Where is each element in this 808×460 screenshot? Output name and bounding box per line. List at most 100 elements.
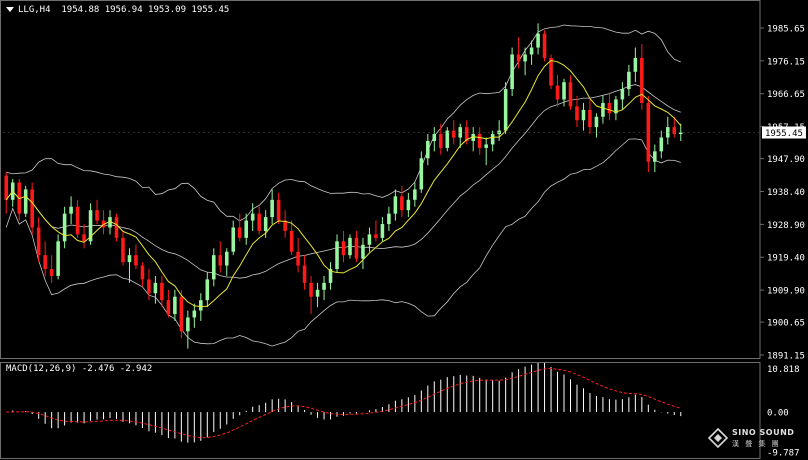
candle: [374, 220, 378, 242]
candle-body: [549, 57, 553, 86]
candle-body: [127, 255, 132, 263]
candle: [205, 272, 210, 308]
chart-frame: [0, 0, 761, 459]
candle: [153, 275, 158, 304]
macd-signal-line: [6, 367, 681, 439]
candle: [536, 23, 540, 55]
candle-body: [666, 127, 670, 138]
candle-body: [283, 220, 287, 231]
candle: [348, 234, 352, 259]
candle-body: [510, 54, 514, 90]
candle: [276, 192, 281, 225]
candle: [477, 127, 482, 155]
candle-body: [471, 134, 475, 141]
candle-body: [380, 224, 385, 238]
candle-body: [627, 71, 631, 90]
candle: [588, 99, 592, 135]
candle-body: [108, 217, 112, 228]
price-tick-label: 1919.40: [767, 254, 805, 264]
candle: [575, 95, 579, 128]
candle-body: [516, 54, 521, 62]
candle: [36, 217, 41, 263]
candle: [516, 37, 521, 69]
watermark: SINO SOUND 漢 聲 集 團: [708, 428, 804, 454]
candle-body: [322, 282, 326, 290]
sino-sound-logo-icon: [708, 428, 728, 448]
candle-body: [575, 106, 579, 121]
candle: [160, 275, 164, 308]
candle-body: [231, 227, 236, 252]
candle-body: [114, 217, 119, 238]
candles: [4, 23, 683, 349]
macd-tick-label: -9.787: [767, 449, 800, 459]
candle-body: [562, 82, 566, 100]
candle: [17, 179, 21, 221]
candle-body: [367, 234, 372, 245]
price-tick-label: 1900.65: [767, 319, 805, 329]
candle-body: [374, 234, 378, 238]
candle: [510, 47, 514, 96]
chart-header: LLG,H4 1954.88 1956.94 1953.09 1955.45: [6, 5, 229, 15]
candle: [114, 213, 119, 242]
candle: [497, 120, 501, 141]
candle-body: [36, 227, 41, 256]
candle-body: [49, 269, 54, 276]
candle: [4, 172, 9, 214]
candle: [237, 213, 242, 242]
candle-body: [659, 137, 664, 152]
candle-body: [263, 217, 268, 231]
candle-body: [523, 54, 527, 62]
price-tick-label: 1985.65: [767, 25, 805, 35]
candle: [393, 189, 398, 221]
candle-body: [153, 282, 158, 294]
candle-body: [62, 213, 67, 242]
candle: [633, 47, 638, 83]
candle: [341, 230, 346, 263]
candle: [380, 217, 385, 242]
candle: [464, 120, 469, 145]
candle: [406, 192, 411, 218]
candle-body: [257, 213, 261, 231]
candle-body: [186, 317, 190, 332]
candle-body: [75, 206, 80, 235]
candle-body: [276, 199, 281, 221]
candle: [88, 203, 93, 245]
candle-body: [588, 109, 592, 128]
candle-body: [160, 282, 164, 301]
candle-body: [601, 102, 605, 117]
candle: [186, 310, 190, 349]
candle-body: [147, 279, 151, 294]
candle: [607, 92, 612, 121]
candle-body: [542, 33, 547, 58]
candle-body: [56, 241, 60, 276]
candle: [387, 206, 391, 231]
candle-body: [302, 265, 307, 283]
candle-body: [328, 269, 333, 283]
candle: [250, 203, 255, 231]
candle-body: [503, 89, 508, 131]
candle: [289, 220, 294, 256]
candle: [542, 30, 547, 62]
candle: [134, 244, 138, 270]
price-tick-label: 1976.15: [767, 57, 805, 67]
candle: [627, 64, 631, 96]
candle: [646, 95, 651, 173]
candle-body: [607, 102, 612, 114]
candle: [568, 75, 573, 110]
candle: [361, 237, 365, 270]
candle: [315, 282, 320, 308]
dropdown-triangle-icon[interactable]: [6, 7, 14, 12]
candle-body: [594, 116, 599, 128]
candle-body: [445, 130, 450, 148]
bollinger-lower-line: [5, 138, 681, 347]
candle: [445, 127, 450, 152]
candle: [62, 206, 67, 249]
candle-body: [529, 47, 534, 55]
price-tick-label: 1909.90: [767, 287, 805, 297]
candle: [69, 196, 73, 225]
watermark-name: SINO SOUND: [732, 428, 795, 437]
candle-body: [224, 251, 229, 266]
price-tick-label: 1966.65: [767, 90, 805, 100]
candle: [426, 134, 430, 166]
candle: [594, 113, 599, 138]
